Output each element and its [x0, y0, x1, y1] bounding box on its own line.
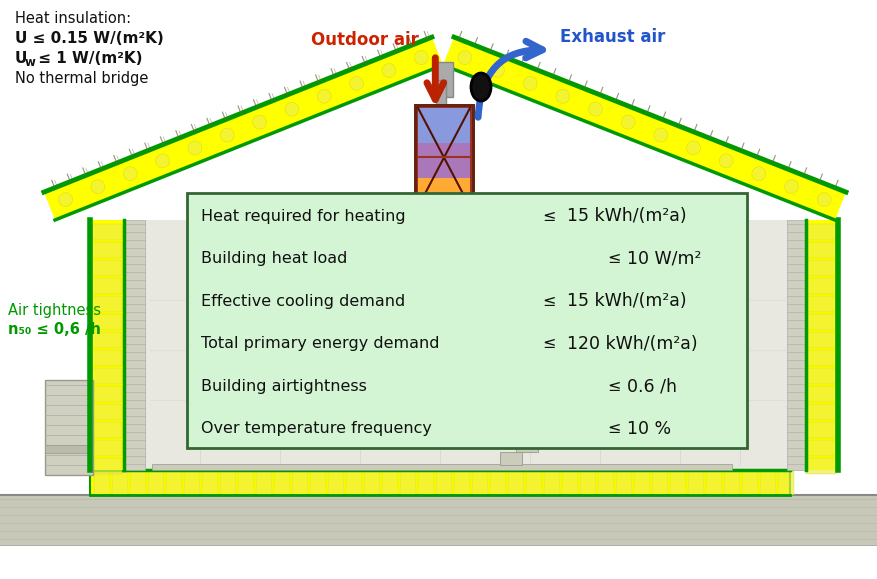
FancyBboxPatch shape — [92, 278, 122, 294]
FancyBboxPatch shape — [90, 470, 789, 495]
Circle shape — [59, 193, 73, 207]
FancyBboxPatch shape — [563, 400, 585, 413]
FancyBboxPatch shape — [92, 242, 122, 258]
FancyBboxPatch shape — [92, 422, 122, 438]
Text: 0.6 /h: 0.6 /h — [626, 378, 676, 395]
Circle shape — [523, 76, 537, 90]
FancyBboxPatch shape — [92, 332, 122, 348]
FancyBboxPatch shape — [310, 470, 325, 495]
FancyBboxPatch shape — [508, 470, 524, 495]
Circle shape — [653, 128, 667, 142]
Ellipse shape — [470, 73, 490, 101]
FancyBboxPatch shape — [274, 470, 289, 495]
FancyBboxPatch shape — [328, 470, 344, 495]
FancyBboxPatch shape — [805, 296, 835, 312]
Text: 10 %: 10 % — [626, 420, 670, 438]
FancyBboxPatch shape — [92, 350, 122, 366]
FancyBboxPatch shape — [92, 440, 122, 456]
FancyBboxPatch shape — [432, 62, 453, 97]
FancyBboxPatch shape — [94, 470, 110, 495]
Circle shape — [91, 179, 105, 194]
FancyBboxPatch shape — [417, 143, 469, 178]
FancyBboxPatch shape — [786, 220, 806, 470]
FancyBboxPatch shape — [688, 470, 703, 495]
Text: w: w — [25, 56, 36, 68]
FancyBboxPatch shape — [489, 470, 505, 495]
FancyBboxPatch shape — [531, 426, 553, 439]
Circle shape — [686, 141, 700, 155]
Circle shape — [457, 50, 471, 64]
FancyBboxPatch shape — [92, 296, 122, 312]
Text: Heat insulation:: Heat insulation: — [15, 10, 131, 25]
Text: Total primary energy demand: Total primary energy demand — [201, 336, 439, 351]
FancyBboxPatch shape — [92, 386, 122, 402]
FancyBboxPatch shape — [611, 361, 633, 374]
FancyBboxPatch shape — [417, 470, 433, 495]
FancyBboxPatch shape — [187, 193, 746, 448]
FancyBboxPatch shape — [472, 470, 488, 495]
FancyBboxPatch shape — [805, 332, 835, 348]
Circle shape — [555, 89, 569, 103]
Circle shape — [317, 89, 331, 103]
FancyBboxPatch shape — [92, 224, 122, 240]
FancyBboxPatch shape — [633, 470, 649, 495]
FancyBboxPatch shape — [805, 368, 835, 384]
Circle shape — [414, 50, 428, 64]
Text: Heat required for heating: Heat required for heating — [201, 209, 405, 224]
FancyBboxPatch shape — [805, 224, 835, 240]
FancyBboxPatch shape — [346, 470, 361, 495]
FancyBboxPatch shape — [92, 368, 122, 384]
FancyBboxPatch shape — [516, 439, 538, 452]
FancyBboxPatch shape — [705, 470, 721, 495]
Circle shape — [784, 179, 797, 194]
FancyBboxPatch shape — [525, 470, 541, 495]
FancyBboxPatch shape — [400, 470, 416, 495]
FancyBboxPatch shape — [724, 470, 739, 495]
Text: n₅₀ ≤ 0,6 /h: n₅₀ ≤ 0,6 /h — [8, 323, 101, 338]
Circle shape — [816, 193, 831, 207]
Circle shape — [220, 128, 234, 142]
FancyBboxPatch shape — [45, 380, 93, 475]
FancyBboxPatch shape — [805, 220, 837, 470]
FancyBboxPatch shape — [417, 178, 469, 210]
FancyBboxPatch shape — [92, 260, 122, 276]
FancyBboxPatch shape — [805, 350, 835, 366]
FancyBboxPatch shape — [148, 470, 164, 495]
FancyBboxPatch shape — [627, 348, 649, 361]
FancyBboxPatch shape — [166, 470, 182, 495]
FancyBboxPatch shape — [436, 470, 452, 495]
Text: U ≤ 0.15 W/(m²K): U ≤ 0.15 W/(m²K) — [15, 31, 164, 46]
FancyBboxPatch shape — [145, 220, 786, 470]
Circle shape — [751, 167, 765, 181]
Circle shape — [253, 115, 267, 129]
FancyBboxPatch shape — [202, 470, 217, 495]
Text: No thermal bridge: No thermal bridge — [15, 71, 148, 86]
FancyBboxPatch shape — [417, 108, 469, 143]
Text: ≤: ≤ — [606, 379, 620, 394]
FancyBboxPatch shape — [92, 220, 124, 470]
Text: Building heat load: Building heat load — [201, 251, 347, 266]
FancyBboxPatch shape — [92, 404, 122, 420]
Text: ≤: ≤ — [541, 336, 555, 351]
FancyBboxPatch shape — [805, 440, 835, 456]
FancyBboxPatch shape — [0, 495, 877, 545]
Text: 120 kWh/(m²a): 120 kWh/(m²a) — [567, 335, 697, 353]
Polygon shape — [44, 37, 443, 220]
Circle shape — [490, 64, 504, 78]
Text: ≤: ≤ — [541, 209, 555, 224]
Text: Building airtightness: Building airtightness — [201, 379, 367, 394]
Circle shape — [718, 154, 732, 168]
FancyBboxPatch shape — [544, 470, 560, 495]
FancyBboxPatch shape — [616, 470, 631, 495]
Text: Over temperature frequency: Over temperature frequency — [201, 422, 431, 437]
Text: 15 kWh/(m²a): 15 kWh/(m²a) — [567, 292, 686, 310]
Circle shape — [620, 115, 634, 129]
Text: U: U — [15, 50, 27, 65]
Circle shape — [285, 102, 298, 116]
FancyBboxPatch shape — [669, 470, 685, 495]
FancyBboxPatch shape — [436, 80, 446, 105]
Text: 15 kWh/(m²a): 15 kWh/(m²a) — [567, 207, 686, 225]
FancyBboxPatch shape — [805, 422, 835, 438]
FancyBboxPatch shape — [92, 314, 122, 330]
